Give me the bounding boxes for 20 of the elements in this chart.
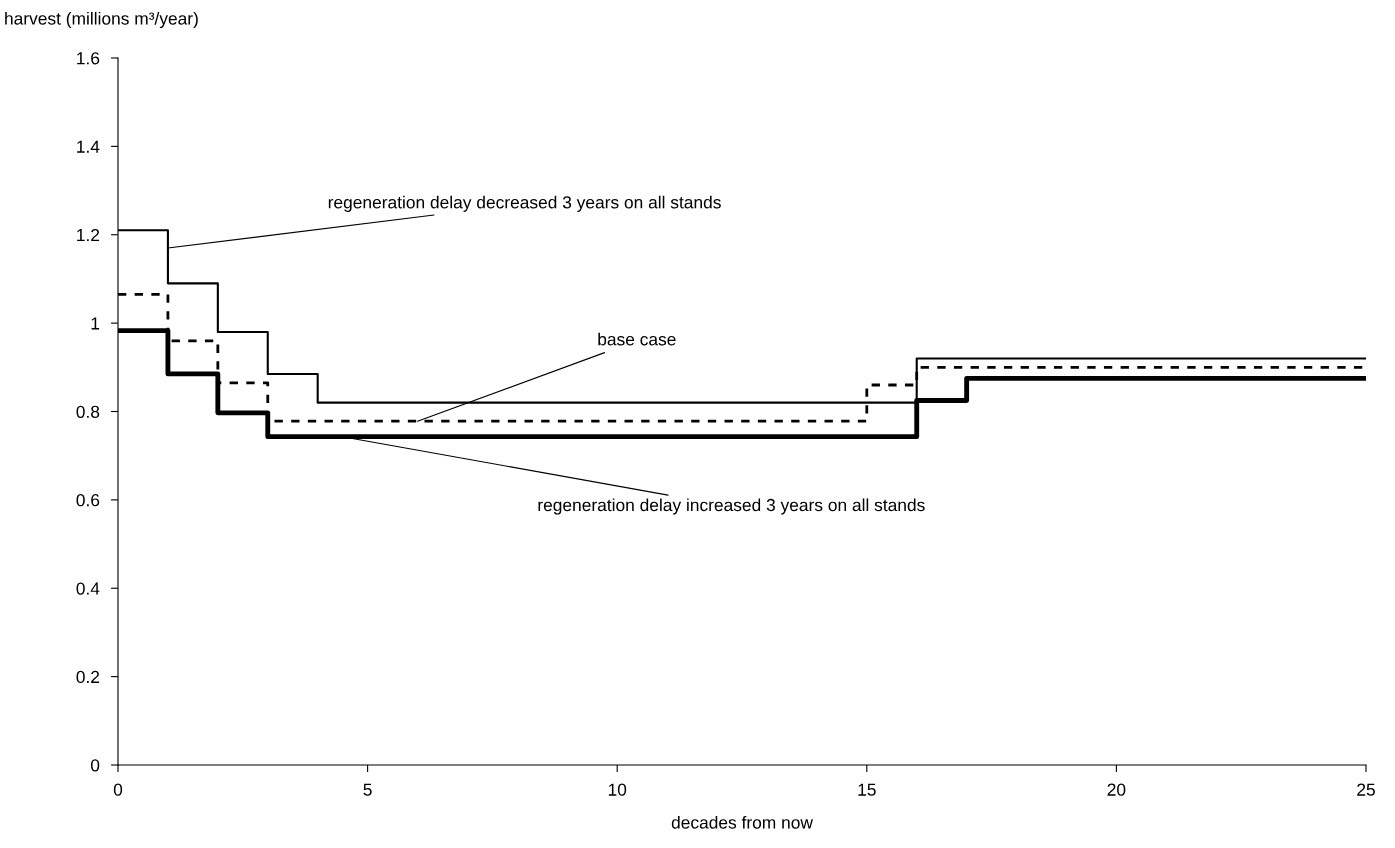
annotation: regeneration delay increased 3 years on all stands (538, 498, 925, 515)
x-tick-label: 0 (113, 783, 123, 796)
annotation: regeneration delay decreased 3 years on all stands (328, 195, 721, 212)
x-axis-title: decades from now (671, 815, 813, 829)
x-tick-label: 5 (363, 783, 372, 796)
y-tick-label: 0.8 (76, 405, 100, 418)
y-tick-label: 1 (91, 317, 100, 330)
y-tick-label: 0.4 (76, 582, 100, 595)
y-tick-label: 1.2 (77, 228, 100, 242)
y-tick-label: 0.6 (76, 494, 100, 507)
y-tick-label: 1.6 (77, 52, 100, 65)
x-tick-label: 10 (608, 783, 627, 796)
y-tick-label: 0 (90, 759, 100, 772)
y-axis-title: harvest (millions m³/year) (5, 11, 198, 29)
x-tick-label: 25 (1357, 783, 1375, 796)
x-tick-label: 15 (858, 783, 876, 796)
annotation: base case (598, 332, 676, 346)
x-tick-label: 20 (1107, 783, 1126, 796)
y-tick-label: 1.4 (77, 140, 100, 153)
y-tick-label: 0.2 (76, 670, 100, 684)
